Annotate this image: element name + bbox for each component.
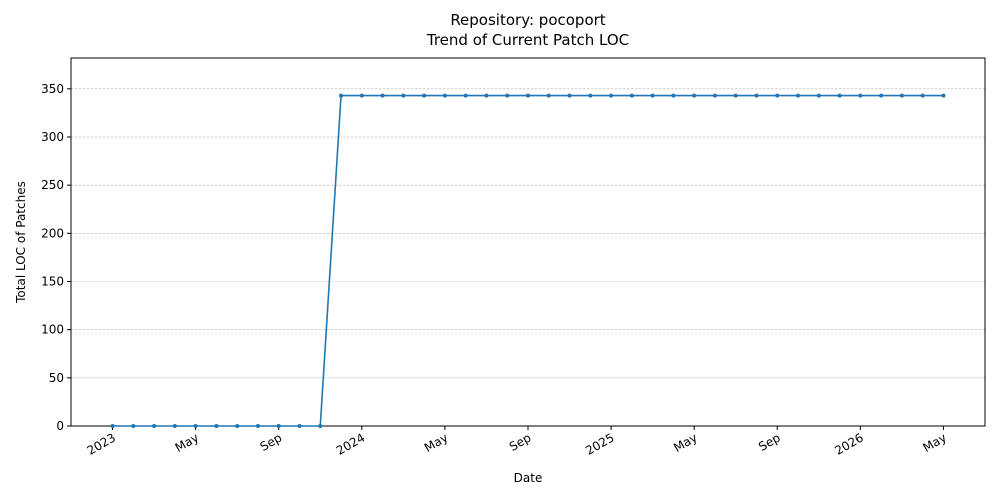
data-point xyxy=(899,93,904,98)
y-tick-label: 250 xyxy=(41,178,64,192)
data-point xyxy=(941,93,946,98)
data-line xyxy=(112,94,944,427)
data-point xyxy=(920,93,925,98)
x-axis-label: Date xyxy=(514,471,543,485)
y-axis-label: Total LOC of Patches xyxy=(14,181,28,304)
data-point xyxy=(505,93,510,98)
x-tick-label: Sep xyxy=(258,430,285,453)
data-point xyxy=(193,424,198,428)
data-point xyxy=(775,93,780,98)
data-point xyxy=(692,93,697,98)
data-point xyxy=(235,424,240,428)
chart-title: Repository: pocoport xyxy=(450,11,605,29)
y-tick-label: 50 xyxy=(49,371,64,385)
data-point xyxy=(858,93,863,98)
data-point xyxy=(318,424,323,428)
data-point xyxy=(255,424,260,428)
x-tick-label: 2026 xyxy=(832,430,865,457)
y-tick-label: 300 xyxy=(41,130,64,144)
x-tick-label: May xyxy=(671,430,699,455)
data-point xyxy=(671,93,676,98)
data-point xyxy=(422,93,427,98)
data-point xyxy=(879,93,884,98)
data-point xyxy=(609,93,614,98)
x-tick-label: Sep xyxy=(507,430,534,453)
y-tick-label: 200 xyxy=(41,226,64,240)
data-point xyxy=(629,93,634,98)
y-tick-label: 0 xyxy=(56,419,64,433)
data-point xyxy=(546,93,551,98)
data-point xyxy=(110,424,115,428)
data-point xyxy=(172,424,177,428)
data-point xyxy=(588,93,593,98)
data-point xyxy=(484,93,489,98)
x-tick-label: Sep xyxy=(756,430,783,453)
data-point xyxy=(359,93,364,98)
data-point xyxy=(276,424,281,428)
data-point xyxy=(463,93,468,98)
x-tick-label: May xyxy=(422,430,450,455)
data-point xyxy=(339,93,344,98)
data-point xyxy=(152,424,157,428)
y-tick-label: 350 xyxy=(41,82,64,96)
data-point xyxy=(796,93,801,98)
data-point xyxy=(401,93,406,98)
plot-frame xyxy=(70,57,986,427)
data-point xyxy=(754,93,759,98)
x-tick-label: 2025 xyxy=(583,430,616,457)
data-point xyxy=(297,424,302,428)
chart-subtitle: Trend of Current Patch LOC xyxy=(426,31,629,49)
data-point xyxy=(380,93,385,98)
data-point xyxy=(567,93,572,98)
data-point xyxy=(837,93,842,98)
y-tick-label: 150 xyxy=(41,274,64,288)
data-point xyxy=(526,93,530,98)
data-point xyxy=(131,424,136,428)
x-tick-label: 2024 xyxy=(334,430,367,457)
data-point xyxy=(816,93,821,98)
data-point xyxy=(712,93,717,98)
data-point xyxy=(214,424,219,428)
data-point xyxy=(733,93,738,98)
x-tick-label: 2023 xyxy=(85,430,118,457)
x-tick-label: May xyxy=(173,430,201,455)
x-tick-label: May xyxy=(920,430,948,455)
data-point xyxy=(442,93,447,98)
data-point xyxy=(650,93,655,98)
y-tick-label: 100 xyxy=(41,323,64,337)
